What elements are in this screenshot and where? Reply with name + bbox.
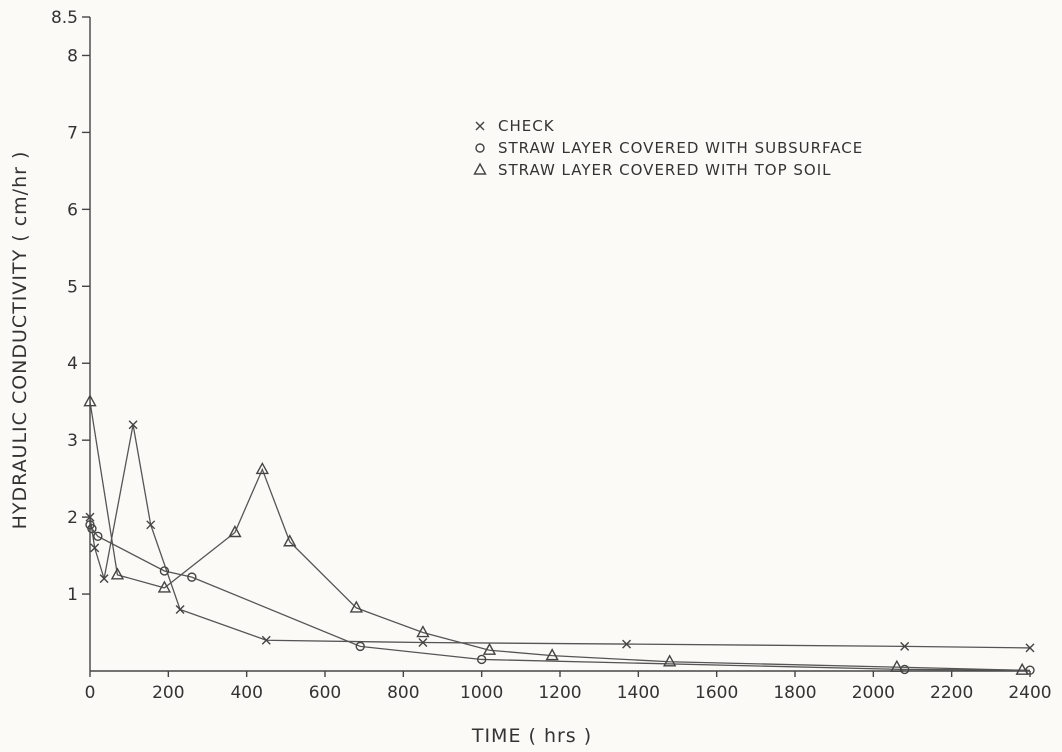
x-tick-label: 200 bbox=[152, 683, 184, 703]
data-point-top-soil bbox=[662, 654, 677, 667]
y-tick-label: 6 bbox=[67, 200, 78, 220]
data-point-check bbox=[622, 639, 632, 649]
marker-stroke bbox=[128, 420, 138, 430]
data-point-top-soil bbox=[83, 394, 97, 407]
legend: CHECK STRAW LAYER COVERED WITH SUBSURFACE… bbox=[473, 117, 863, 179]
legend-marker-check bbox=[475, 121, 485, 131]
series-line-subsurface bbox=[89, 524, 1031, 671]
data-point-subsurface bbox=[93, 531, 103, 542]
y-tick-label: 8 bbox=[67, 46, 78, 66]
data-point-check bbox=[1025, 643, 1035, 653]
marker-stroke bbox=[90, 543, 100, 553]
data-point-check bbox=[418, 638, 428, 648]
series-top-soil bbox=[83, 394, 1029, 675]
legend-label-top-soil: STRAW LAYER COVERED WITH TOP SOIL bbox=[498, 161, 832, 179]
x-axis-title: TIME ( hrs ) bbox=[471, 725, 592, 747]
data-point-top-soil bbox=[255, 461, 270, 475]
y-tick-label: 8.5 bbox=[51, 8, 78, 28]
data-point-check bbox=[99, 574, 109, 584]
marker-stroke bbox=[85, 512, 95, 522]
marker-stroke bbox=[175, 604, 185, 614]
data-point-subsurface bbox=[476, 654, 487, 665]
x-tick-label: 2200 bbox=[930, 683, 973, 703]
data-point-check bbox=[900, 641, 910, 651]
x-tick-label: 1000 bbox=[460, 683, 503, 703]
data-point-check bbox=[261, 635, 271, 645]
series-check bbox=[85, 420, 1035, 653]
data-point-check bbox=[85, 512, 95, 522]
x-tick-label: 400 bbox=[230, 683, 262, 703]
x-tick-label: 2000 bbox=[852, 683, 895, 703]
legend-marker-subsurface bbox=[475, 143, 485, 153]
x-tick-label: 800 bbox=[387, 683, 419, 703]
marker-stroke bbox=[475, 121, 485, 131]
x-tick-label: 600 bbox=[309, 683, 341, 703]
marker-stroke bbox=[1025, 643, 1035, 653]
data-point-top-soil bbox=[416, 625, 430, 638]
legend-marker-top-soil bbox=[473, 162, 487, 175]
x-tick-label: 1400 bbox=[617, 683, 660, 703]
series-line-top-soil bbox=[89, 401, 1023, 671]
y-tick-label: 5 bbox=[67, 277, 78, 297]
series-subsurface bbox=[85, 520, 1035, 675]
data-point-top-soil bbox=[110, 567, 125, 580]
y-tick-label: 3 bbox=[67, 431, 78, 451]
marker-stroke bbox=[146, 520, 156, 530]
data-point-top-soil bbox=[228, 525, 242, 538]
data-point-subsurface bbox=[87, 523, 97, 534]
x-tick-label: 1600 bbox=[695, 683, 738, 703]
marker-stroke bbox=[622, 639, 632, 649]
series-layer bbox=[83, 394, 1035, 675]
marker-stroke bbox=[418, 638, 428, 648]
data-point-top-soil bbox=[283, 534, 297, 547]
legend-label-subsurface: STRAW LAYER COVERED WITH SUBSURFACE bbox=[498, 139, 863, 157]
axes: 1 2 3 4 5 6 7 8 8.5 0 200 400 600 800 1000 1200 1400 1600… bbox=[51, 8, 1052, 703]
data-point-top-soil bbox=[157, 580, 172, 593]
marker-stroke bbox=[261, 635, 271, 645]
data-point-subsurface bbox=[159, 566, 170, 576]
x-tick-label: 1200 bbox=[538, 683, 581, 703]
data-point-check bbox=[128, 420, 138, 430]
data-point-subsurface bbox=[355, 641, 365, 652]
y-tick-label: 2 bbox=[67, 508, 78, 528]
marker-stroke bbox=[900, 641, 910, 651]
data-point-subsurface bbox=[187, 572, 197, 582]
data-point-check bbox=[175, 604, 185, 614]
marker-stroke bbox=[99, 574, 109, 584]
data-point-top-soil bbox=[890, 659, 904, 672]
data-point-check bbox=[90, 543, 100, 553]
data-point-top-soil bbox=[1015, 662, 1029, 675]
y-tick-label: 4 bbox=[67, 354, 78, 374]
y-tick-label: 7 bbox=[67, 123, 78, 143]
y-axis-title: HYDRAULIC CONDUCTIVITY ( cm/hr ) bbox=[9, 151, 31, 530]
x-tick-label: 2400 bbox=[1008, 683, 1051, 703]
x-tick-label: 1800 bbox=[773, 683, 816, 703]
x-tick-label: 0 bbox=[85, 683, 96, 703]
data-point-check bbox=[146, 520, 156, 530]
legend-label-check: CHECK bbox=[498, 117, 555, 135]
y-tick-label: 1 bbox=[67, 585, 78, 605]
data-point-top-soil bbox=[545, 648, 559, 661]
data-point-top-soil bbox=[482, 642, 497, 655]
data-point-top-soil bbox=[349, 600, 364, 613]
